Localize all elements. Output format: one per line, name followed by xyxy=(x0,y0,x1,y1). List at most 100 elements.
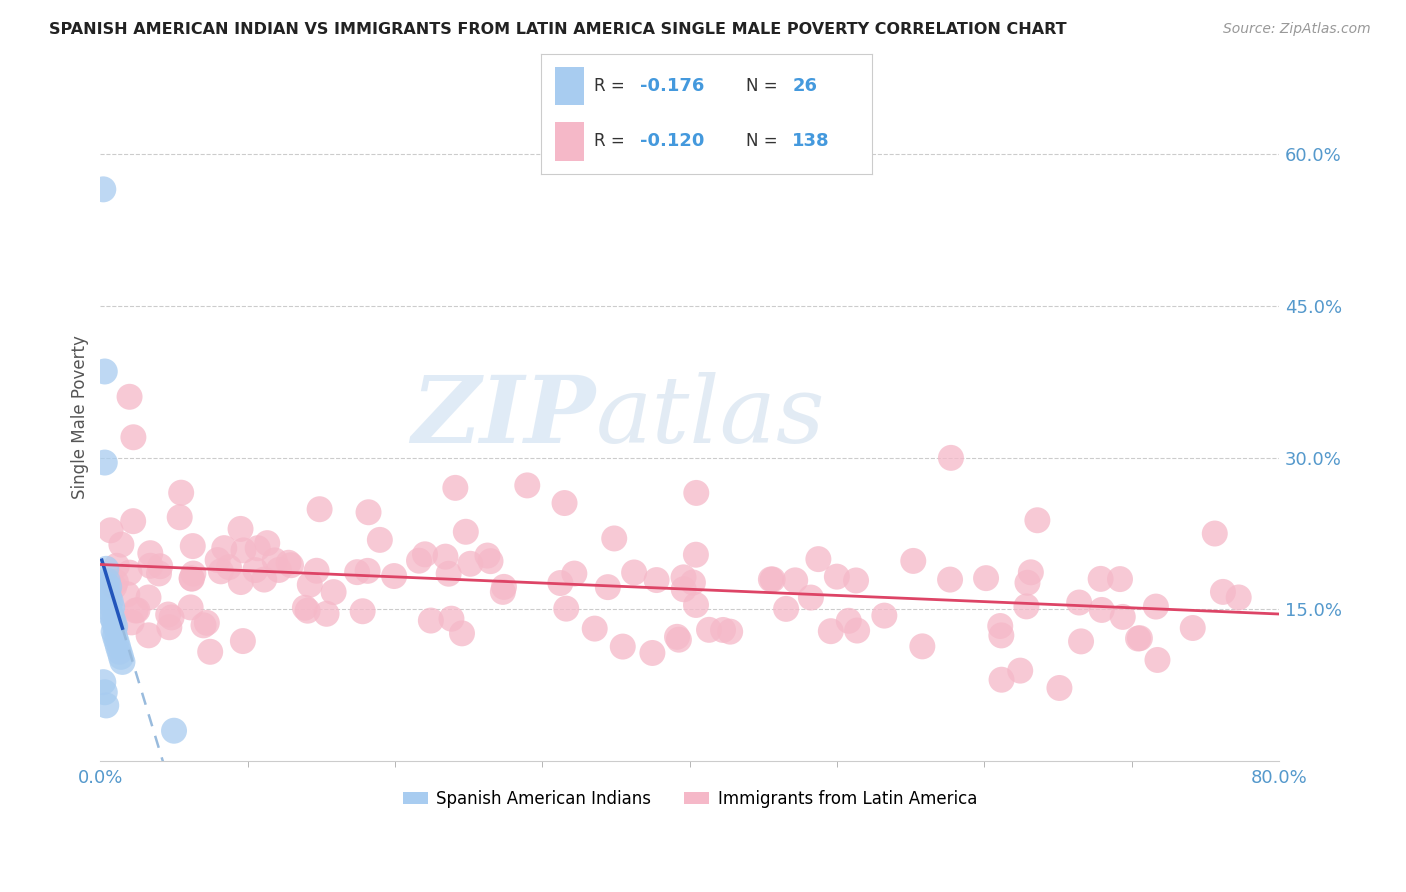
Point xyxy=(666,630,689,644)
Point xyxy=(98,590,121,604)
Point xyxy=(460,557,482,571)
Point xyxy=(1010,664,1032,678)
Point xyxy=(96,577,118,591)
Point xyxy=(108,645,131,659)
Point xyxy=(1015,599,1038,614)
Point xyxy=(479,554,502,568)
Point xyxy=(139,546,162,560)
Point xyxy=(121,615,143,630)
Point xyxy=(454,524,477,539)
Point xyxy=(101,600,124,615)
Point xyxy=(96,698,118,713)
Point xyxy=(444,481,467,495)
Point xyxy=(550,576,572,591)
Point xyxy=(170,485,193,500)
Point xyxy=(98,580,121,594)
Point xyxy=(413,547,436,561)
Point xyxy=(697,623,720,637)
Point xyxy=(122,514,145,528)
Point xyxy=(104,619,127,633)
Point xyxy=(1017,575,1039,590)
Point xyxy=(668,632,690,647)
Point xyxy=(103,615,125,629)
Point xyxy=(672,570,695,584)
Point xyxy=(603,532,626,546)
Point xyxy=(218,560,240,574)
Point xyxy=(232,634,254,648)
Point xyxy=(277,556,299,570)
Point xyxy=(1129,631,1152,645)
Point xyxy=(256,536,278,550)
Point xyxy=(990,628,1012,642)
Point xyxy=(762,573,785,587)
Point xyxy=(104,574,127,589)
Point xyxy=(246,541,269,556)
Point xyxy=(94,364,117,378)
Point xyxy=(641,646,664,660)
Y-axis label: Single Male Poverty: Single Male Poverty xyxy=(72,335,89,499)
Point xyxy=(195,615,218,630)
Point xyxy=(939,573,962,587)
Point xyxy=(612,640,634,654)
Point xyxy=(91,182,114,196)
Point xyxy=(212,541,235,556)
Point xyxy=(308,502,330,516)
Point xyxy=(232,543,254,558)
Point xyxy=(94,456,117,470)
Point xyxy=(253,573,276,587)
Point xyxy=(759,573,782,587)
Point xyxy=(357,505,380,519)
Text: ZIP: ZIP xyxy=(411,372,595,462)
Text: R =: R = xyxy=(595,77,630,95)
Point xyxy=(685,486,707,500)
Point xyxy=(118,566,141,580)
Point xyxy=(97,584,120,599)
Point xyxy=(988,619,1011,633)
Text: -0.120: -0.120 xyxy=(641,132,704,151)
Point xyxy=(562,566,585,581)
Point xyxy=(111,655,134,669)
Point xyxy=(1109,572,1132,586)
Point xyxy=(298,578,321,592)
Point xyxy=(1146,653,1168,667)
Point xyxy=(911,640,934,654)
Point xyxy=(315,607,337,621)
Point xyxy=(825,569,848,583)
Point xyxy=(169,510,191,524)
Point xyxy=(118,390,141,404)
Text: N =: N = xyxy=(747,132,783,151)
Point xyxy=(346,565,368,579)
Point xyxy=(1091,603,1114,617)
Point xyxy=(267,563,290,577)
Point xyxy=(939,450,962,465)
Point xyxy=(305,564,328,578)
Point xyxy=(105,558,128,573)
Point xyxy=(107,640,129,654)
Point xyxy=(104,630,127,644)
Point xyxy=(1090,572,1112,586)
Point xyxy=(645,573,668,587)
Point xyxy=(100,604,122,618)
Point xyxy=(419,614,441,628)
Point xyxy=(1227,591,1250,605)
Point xyxy=(110,649,132,664)
Point xyxy=(117,587,139,601)
Point xyxy=(440,612,463,626)
Point xyxy=(1069,595,1091,609)
Point xyxy=(554,496,576,510)
Point xyxy=(103,624,125,639)
Point xyxy=(974,571,997,585)
Point xyxy=(297,604,319,618)
Point xyxy=(807,552,830,566)
Point xyxy=(183,566,205,581)
Text: -0.176: -0.176 xyxy=(641,77,704,95)
Point xyxy=(451,626,474,640)
Point xyxy=(800,591,823,605)
Point xyxy=(138,628,160,642)
Point xyxy=(1070,634,1092,648)
Point xyxy=(160,610,183,624)
Point xyxy=(294,600,316,615)
Point xyxy=(352,604,374,618)
Point xyxy=(322,585,344,599)
Point xyxy=(209,565,232,579)
